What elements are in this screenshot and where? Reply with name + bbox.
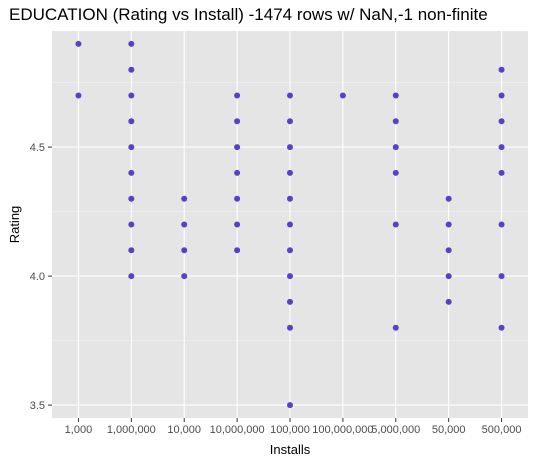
data-point-17 <box>234 118 240 124</box>
x-tick-label-6: 5,000,000 <box>371 424 420 436</box>
data-point-53 <box>499 325 505 331</box>
data-point-6 <box>128 144 134 150</box>
data-point-31 <box>287 299 293 305</box>
data-point-50 <box>499 170 505 176</box>
data-point-45 <box>446 299 452 305</box>
y-tick-label-0: 3.5 <box>30 400 45 412</box>
data-point-11 <box>128 273 134 279</box>
data-point-44 <box>446 273 452 279</box>
x-tick-label-4: 100,000 <box>270 424 310 436</box>
data-point-39 <box>393 222 399 228</box>
data-point-18 <box>234 144 240 150</box>
y-tick-label-1: 4.0 <box>30 271 45 283</box>
data-point-14 <box>181 247 187 253</box>
x-tick-label-3: 10,000,000 <box>210 424 265 436</box>
x-axis-title: Installs <box>270 442 311 457</box>
data-point-35 <box>393 93 399 99</box>
data-point-40 <box>393 325 399 331</box>
data-point-38 <box>393 170 399 176</box>
data-point-43 <box>446 247 452 253</box>
data-point-3 <box>128 67 134 73</box>
x-tick-label-8: 500,000 <box>482 424 522 436</box>
data-point-48 <box>499 118 505 124</box>
data-point-41 <box>446 196 452 202</box>
data-point-0 <box>75 41 81 47</box>
data-point-15 <box>181 273 187 279</box>
data-point-32 <box>287 325 293 331</box>
data-point-24 <box>287 118 293 124</box>
data-point-36 <box>393 118 399 124</box>
data-point-46 <box>499 67 505 73</box>
data-point-51 <box>499 222 505 228</box>
data-point-30 <box>287 273 293 279</box>
data-point-27 <box>287 196 293 202</box>
data-point-4 <box>128 93 134 99</box>
y-tick-label-2: 4.5 <box>30 142 45 154</box>
data-point-13 <box>181 222 187 228</box>
data-point-21 <box>234 222 240 228</box>
data-point-8 <box>128 196 134 202</box>
data-point-25 <box>287 144 293 150</box>
data-point-33 <box>287 402 293 408</box>
y-axis: 3.5 4.0 4.5 <box>30 142 52 412</box>
x-tick-label-5: 100,000,000 <box>312 424 373 436</box>
data-point-28 <box>287 222 293 228</box>
data-point-34 <box>340 93 346 99</box>
data-point-37 <box>393 144 399 150</box>
y-axis-title: Rating <box>7 206 22 244</box>
x-axis: 1,000 1,000,000 10,000 10,000,000 100,000 100… <box>65 418 522 436</box>
x-tick-label-1: 1,000,000 <box>107 424 156 436</box>
data-point-16 <box>234 93 240 99</box>
x-tick-label-0: 1,000 <box>65 424 93 436</box>
data-point-22 <box>234 247 240 253</box>
data-point-12 <box>181 196 187 202</box>
data-point-47 <box>499 93 505 99</box>
data-point-49 <box>499 144 505 150</box>
data-point-20 <box>234 196 240 202</box>
data-point-10 <box>128 247 134 253</box>
data-point-9 <box>128 222 134 228</box>
data-point-29 <box>287 247 293 253</box>
data-point-52 <box>499 273 505 279</box>
data-point-23 <box>287 93 293 99</box>
data-point-2 <box>128 41 134 47</box>
x-tick-label-2: 10,000 <box>167 424 201 436</box>
data-point-7 <box>128 170 134 176</box>
data-point-42 <box>446 222 452 228</box>
x-tick-label-7: 50,000 <box>432 424 466 436</box>
data-point-1 <box>75 93 81 99</box>
data-point-19 <box>234 170 240 176</box>
data-point-26 <box>287 170 293 176</box>
data-point-5 <box>128 118 134 124</box>
